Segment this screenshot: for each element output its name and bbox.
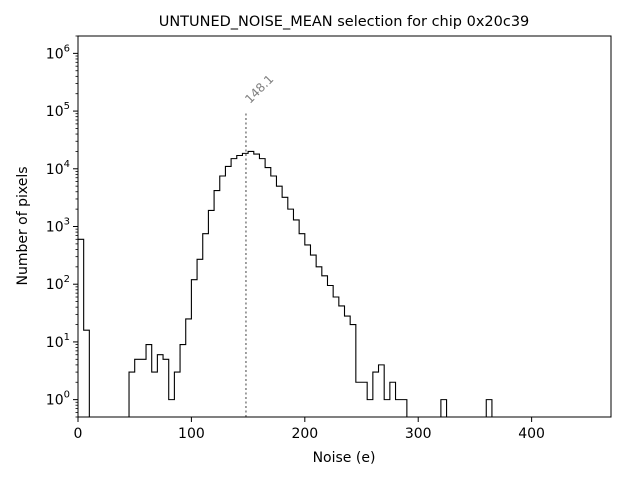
plot-frame — [77, 35, 612, 418]
x-tick-label: 300 — [405, 426, 432, 442]
y-tick-label: 101 — [46, 332, 70, 351]
y-tick-label: 100 — [46, 390, 70, 409]
x-axis-label: Noise (e) — [313, 450, 376, 466]
x-tick-label: 0 — [74, 426, 83, 442]
mean-marker-label: 148.1 — [242, 72, 276, 106]
y-tick-label: 104 — [46, 159, 70, 178]
y-axis-label: Number of pixels — [15, 166, 31, 285]
y-tick-label: 103 — [46, 217, 70, 236]
x-tick-label: 400 — [518, 426, 545, 442]
plot-area: 148.1 0 100 200 300 400 100 101 102 103 104 105 106 — [46, 35, 612, 442]
x-tick-label: 200 — [291, 426, 318, 442]
y-tick-label: 102 — [46, 274, 70, 293]
y-tick-label: 105 — [46, 101, 70, 120]
x-tick-label: 100 — [178, 426, 205, 442]
chart-title: UNTUNED_NOISE_MEAN selection for chip 0x… — [159, 14, 530, 30]
histogram-step-line — [78, 150, 493, 417]
y-tick-label: 106 — [46, 43, 70, 62]
